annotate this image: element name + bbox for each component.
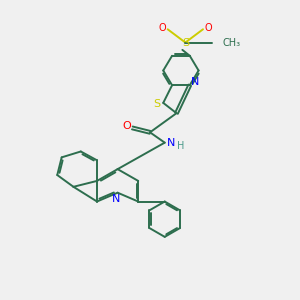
Text: N: N bbox=[112, 194, 120, 204]
Text: O: O bbox=[205, 23, 212, 33]
Text: O: O bbox=[159, 23, 166, 33]
Text: S: S bbox=[182, 38, 189, 47]
Text: S: S bbox=[153, 99, 160, 110]
Text: N: N bbox=[191, 77, 199, 87]
Text: CH₃: CH₃ bbox=[222, 38, 240, 47]
Text: H: H bbox=[177, 141, 184, 151]
Text: N: N bbox=[167, 138, 175, 148]
Text: O: O bbox=[122, 122, 131, 131]
